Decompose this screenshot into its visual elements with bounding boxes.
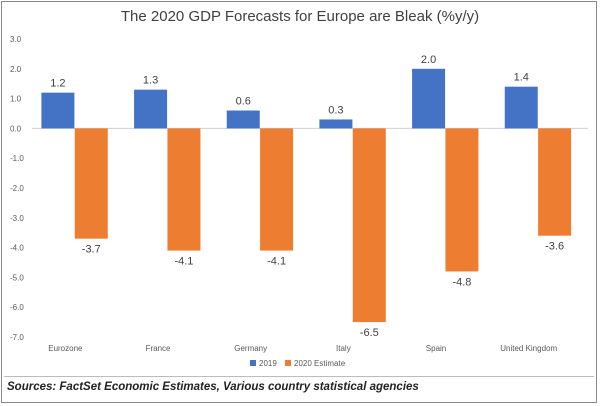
legend-swatch bbox=[285, 360, 291, 366]
chart-title: The 2020 GDP Forecasts for Europe are Bl… bbox=[120, 8, 480, 25]
y-tick-label: 3.0 bbox=[10, 35, 22, 44]
bar-2020-estimate bbox=[445, 128, 479, 272]
category-label: Germany bbox=[234, 344, 267, 353]
source-divider bbox=[4, 376, 594, 377]
bar-2020-estimate bbox=[352, 128, 386, 323]
bar-2020-estimate bbox=[167, 128, 201, 251]
y-tick-label: -1.0 bbox=[10, 154, 24, 163]
legend-swatch bbox=[250, 360, 256, 366]
bar-2019 bbox=[41, 92, 75, 129]
data-label: 0.3 bbox=[328, 104, 343, 116]
bar-2020-estimate bbox=[260, 128, 294, 251]
y-tick-label: 0.0 bbox=[10, 124, 22, 133]
category-label: Spain bbox=[426, 344, 446, 353]
y-tick-label: -4.0 bbox=[10, 244, 24, 253]
data-label: 1.3 bbox=[143, 75, 158, 87]
y-tick-label: -6.0 bbox=[10, 303, 24, 312]
bar-2019 bbox=[134, 89, 168, 129]
data-label: 1.2 bbox=[50, 78, 65, 90]
bar-2019 bbox=[226, 110, 260, 129]
data-label: 0.6 bbox=[236, 96, 251, 108]
legend-label: 2019 bbox=[259, 359, 277, 368]
category-label: France bbox=[146, 344, 171, 353]
data-label: 1.4 bbox=[514, 72, 529, 84]
category-label: Eurozone bbox=[48, 344, 83, 353]
category-label: United Kingdom bbox=[500, 344, 557, 353]
data-label: -6.5 bbox=[360, 327, 379, 339]
data-label: -4.8 bbox=[452, 276, 471, 288]
y-tick-label: -3.0 bbox=[10, 214, 24, 223]
data-label: -3.6 bbox=[545, 241, 564, 253]
bar-2020-estimate bbox=[74, 128, 108, 239]
data-label: 2.0 bbox=[421, 54, 436, 66]
y-tick-label: 2.0 bbox=[10, 65, 22, 74]
y-tick-label: 1.0 bbox=[10, 95, 22, 104]
bar-2019 bbox=[319, 119, 353, 129]
bar-2019 bbox=[412, 68, 446, 129]
source-note: Sources: FactSet Economic Estimates, Var… bbox=[7, 381, 419, 393]
category-label: Italy bbox=[336, 344, 351, 353]
y-tick-label: -7.0 bbox=[10, 333, 24, 342]
data-label: -4.1 bbox=[174, 256, 193, 268]
data-label: -4.1 bbox=[267, 256, 286, 268]
bar-2020-estimate bbox=[538, 128, 572, 236]
y-tick-label: -5.0 bbox=[10, 273, 24, 282]
legend-label: 2020 Estimate bbox=[294, 359, 346, 368]
bar-2019 bbox=[504, 86, 538, 129]
y-tick-label: -2.0 bbox=[10, 184, 24, 193]
data-label: -3.7 bbox=[82, 244, 101, 256]
